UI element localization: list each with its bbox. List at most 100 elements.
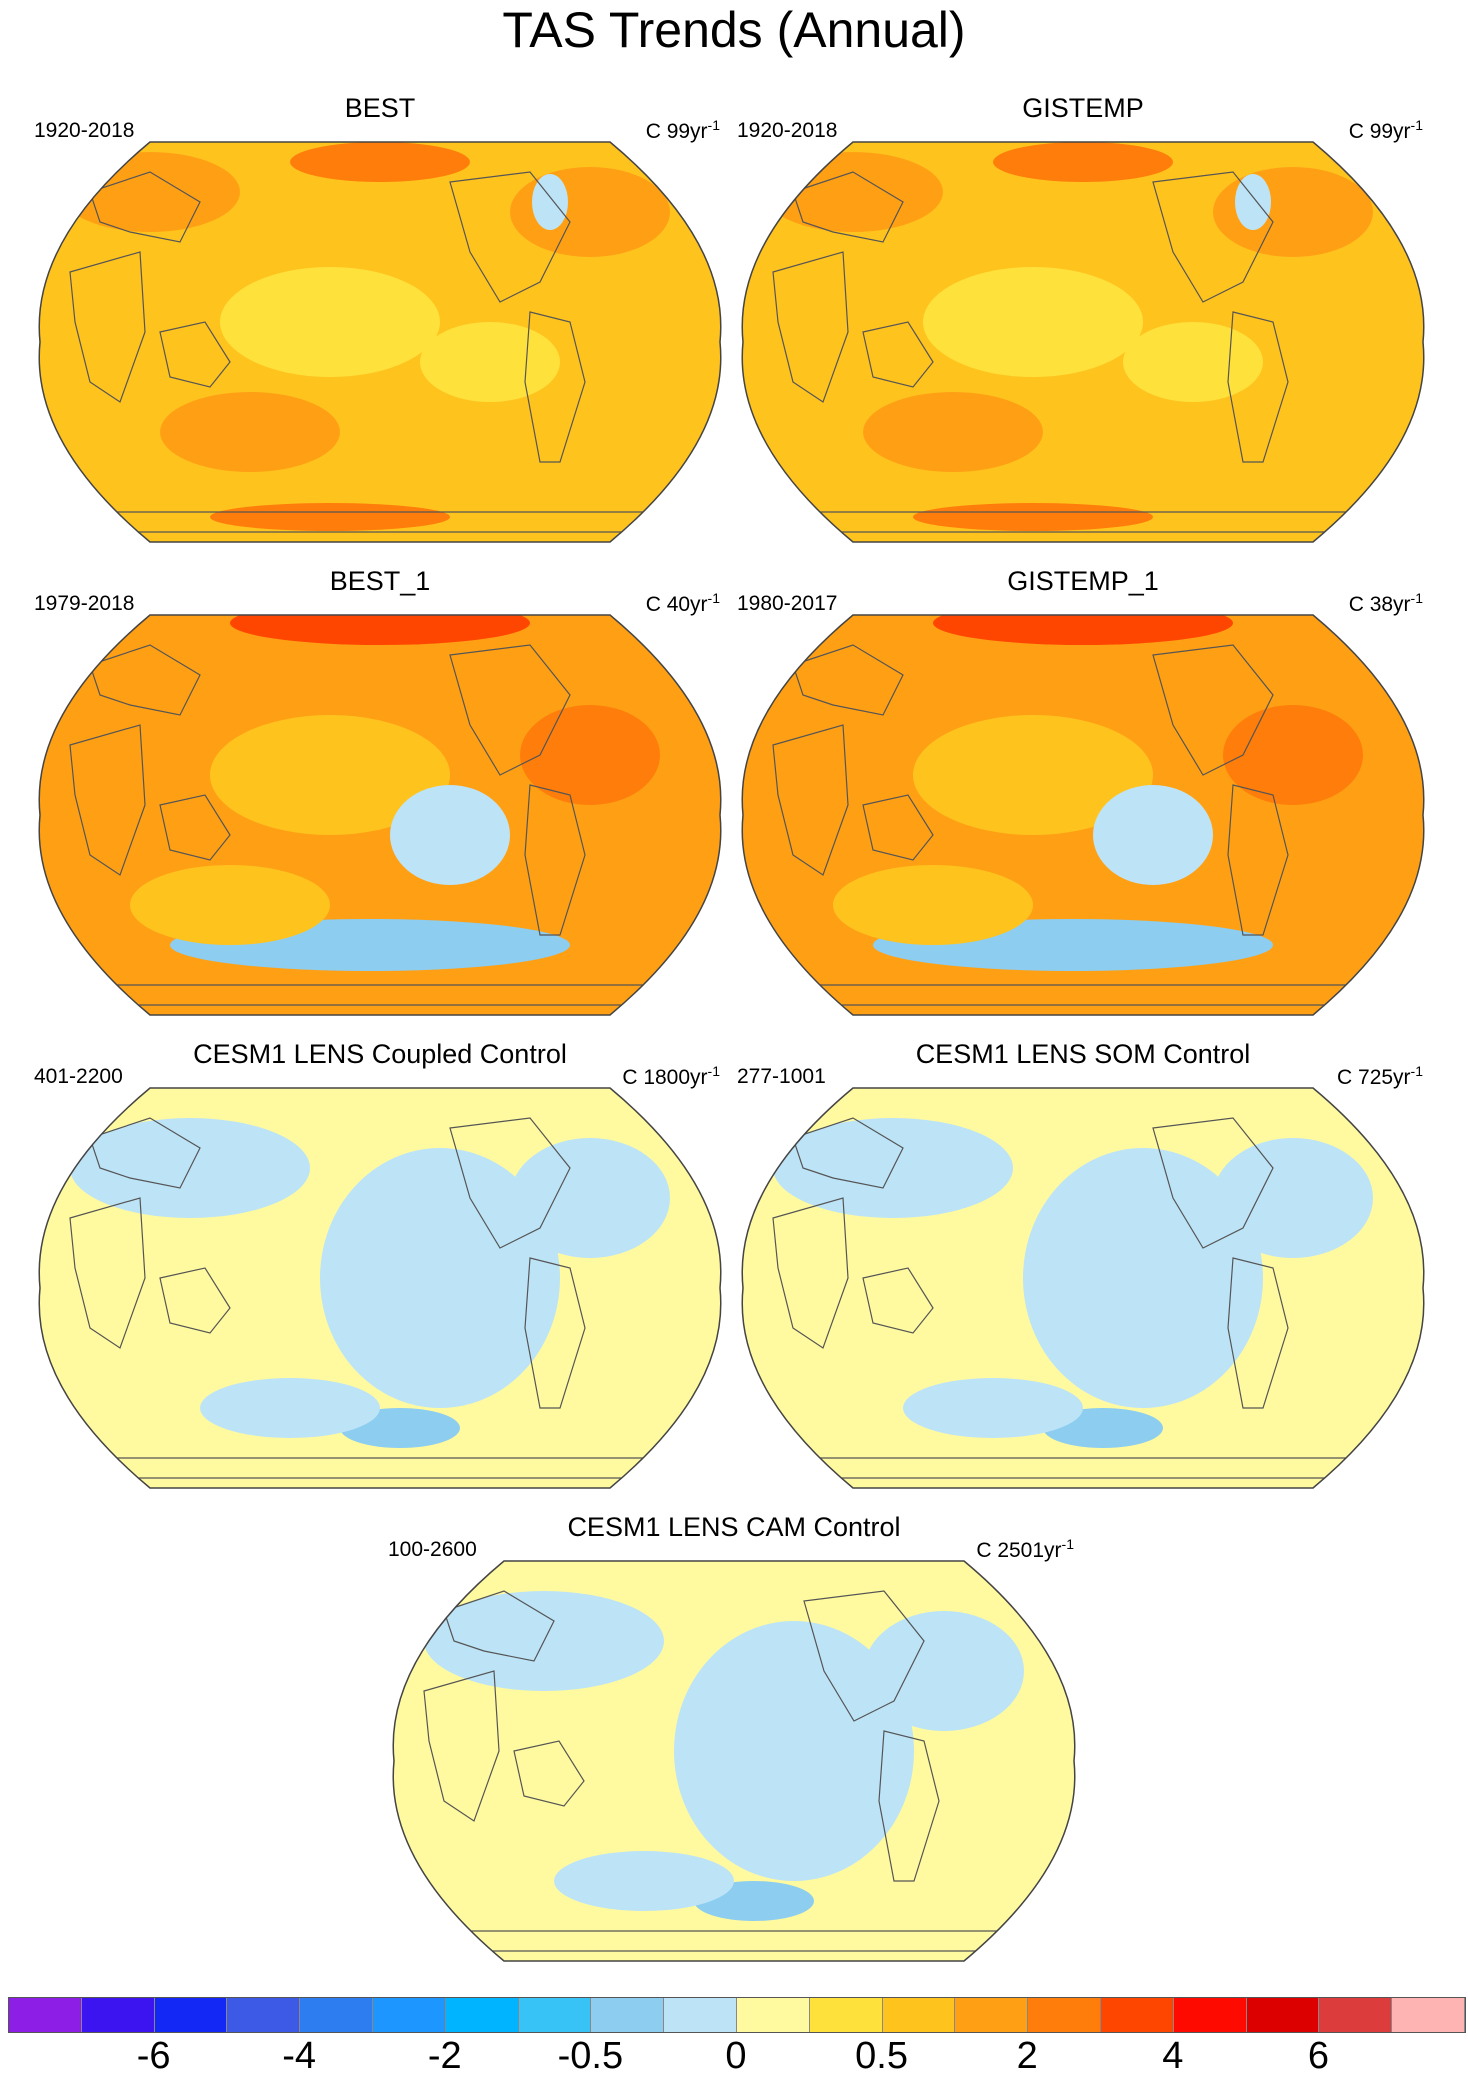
coastline bbox=[89, 1117, 201, 1189]
trend-region bbox=[1223, 705, 1363, 805]
panel-dof: C 99yr-1 bbox=[1348, 117, 1423, 143]
trend-region bbox=[220, 267, 440, 377]
coastline bbox=[1227, 311, 1289, 463]
coastline bbox=[449, 171, 571, 303]
coastline bbox=[449, 644, 571, 776]
coastline bbox=[89, 171, 201, 243]
colorbar-box bbox=[955, 1998, 1029, 2032]
world-map bbox=[38, 614, 722, 1016]
trend-region bbox=[510, 1138, 670, 1258]
panel-period: 401-2200 bbox=[34, 1065, 123, 1088]
panel-period: 1920-2018 bbox=[34, 119, 135, 142]
world-map bbox=[392, 1560, 1076, 1962]
panel-period: 100-2600 bbox=[388, 1538, 477, 1561]
trend-region bbox=[763, 152, 943, 232]
map-panel-best-1: BEST_1 1979-2018 C 40yr-1 bbox=[30, 565, 730, 1025]
trend-region bbox=[210, 503, 450, 531]
coastline bbox=[1152, 1117, 1274, 1249]
trend-region bbox=[60, 152, 240, 232]
map-panel-coupled-control: CESM1 LENS Coupled Control 401-2200 C 18… bbox=[30, 1038, 730, 1498]
trend-region bbox=[863, 392, 1043, 472]
colorbar-tick-label: -6 bbox=[136, 2035, 171, 2077]
coastline bbox=[159, 794, 231, 861]
map-border bbox=[38, 614, 722, 1016]
colorbar-box bbox=[445, 1998, 519, 2032]
coastline bbox=[69, 724, 146, 876]
coastline bbox=[792, 1117, 904, 1189]
map-panel-som-control: CESM1 LENS SOM Control 277-1001 C 725yr-… bbox=[733, 1038, 1433, 1498]
colorbar-tick-label: 2 bbox=[1016, 2035, 1038, 2077]
map-panel-gistemp: GISTEMP 1920-2018 C 99yr-1 bbox=[733, 92, 1433, 552]
trend-region bbox=[1123, 322, 1263, 402]
colorbar-box bbox=[1246, 1998, 1320, 2032]
coastline bbox=[524, 784, 586, 936]
world-map bbox=[38, 1087, 722, 1489]
trend-region bbox=[210, 715, 450, 835]
colorbar-tick-label: 0 bbox=[725, 2035, 747, 2077]
coastline bbox=[772, 724, 849, 876]
coastline bbox=[1152, 171, 1274, 303]
coastline bbox=[1152, 644, 1274, 776]
world-map bbox=[741, 141, 1425, 543]
colorbar-tick-label: -4 bbox=[282, 2035, 317, 2077]
coastline bbox=[878, 1730, 940, 1882]
coastline bbox=[69, 1197, 146, 1349]
coastline bbox=[792, 644, 904, 716]
panel-dof: C 40yr-1 bbox=[645, 590, 720, 616]
map-panel-best: BEST 1920-2018 C 99yr-1 bbox=[30, 92, 730, 552]
coastline bbox=[159, 1267, 231, 1334]
main-title: TAS Trends (Annual) bbox=[502, 2, 966, 58]
panel-dof: C 38yr-1 bbox=[1348, 590, 1423, 616]
panel-period: 1980-2017 bbox=[737, 592, 838, 615]
trend-region bbox=[520, 705, 660, 805]
colorbar-tick-label: 6 bbox=[1307, 2035, 1329, 2077]
colorbar-box bbox=[300, 1998, 373, 2032]
colorbar-box bbox=[9, 1998, 82, 2032]
world-map bbox=[38, 141, 722, 543]
coastline bbox=[524, 1257, 586, 1409]
coastline bbox=[159, 321, 231, 388]
world-map bbox=[741, 614, 1425, 1016]
coastline bbox=[443, 1590, 555, 1662]
panel-title: CESM1 LENS Coupled Control bbox=[193, 1039, 567, 1069]
coastline bbox=[862, 321, 934, 388]
colorbar-tick-label: 4 bbox=[1162, 2035, 1184, 2077]
panel-dof: C 1800yr-1 bbox=[622, 1063, 720, 1089]
trend-region bbox=[230, 615, 530, 645]
panel-title: CESM1 LENS SOM Control bbox=[915, 1039, 1251, 1069]
colorbar-box bbox=[227, 1998, 301, 2032]
map-border bbox=[38, 141, 722, 543]
trend-region bbox=[903, 1378, 1083, 1438]
coastline bbox=[89, 644, 201, 716]
panel-dof: C 725yr-1 bbox=[1337, 1063, 1423, 1089]
colorbar-tick-label: -2 bbox=[427, 2035, 462, 2077]
world-map bbox=[741, 1087, 1425, 1489]
colorbar-box bbox=[591, 1998, 665, 2032]
panel-title: BEST_1 bbox=[329, 566, 431, 596]
colorbar-tick-label: -0.5 bbox=[557, 2035, 624, 2077]
trend-region bbox=[1213, 1138, 1373, 1258]
trend-region bbox=[390, 785, 510, 885]
coastline bbox=[792, 171, 904, 243]
trend-region bbox=[933, 615, 1233, 645]
colorbar-box bbox=[737, 1998, 810, 2032]
coastline bbox=[69, 251, 146, 403]
colorbar-box bbox=[1173, 1998, 1247, 2032]
colorbar bbox=[8, 1997, 1466, 2033]
map-border bbox=[38, 1087, 722, 1489]
trend-region bbox=[923, 267, 1143, 377]
panel-period: 277-1001 bbox=[737, 1065, 826, 1088]
colorbar-box bbox=[809, 1998, 883, 2032]
colorbar-tick-label: 0.5 bbox=[855, 2035, 908, 2077]
coastline bbox=[772, 1197, 849, 1349]
coastline bbox=[1227, 784, 1289, 936]
colorbar-box bbox=[373, 1998, 446, 2032]
trend-region bbox=[420, 322, 560, 402]
trend-region bbox=[1093, 785, 1213, 885]
colorbar-box bbox=[518, 1998, 592, 2032]
coastline bbox=[862, 1267, 934, 1334]
coastline bbox=[423, 1670, 500, 1822]
map-panel-cam-control: CESM1 LENS CAM Control 100-2600 C 2501yr… bbox=[384, 1511, 1084, 1971]
colorbar-box bbox=[1319, 1998, 1393, 2032]
map-border bbox=[741, 1087, 1425, 1489]
